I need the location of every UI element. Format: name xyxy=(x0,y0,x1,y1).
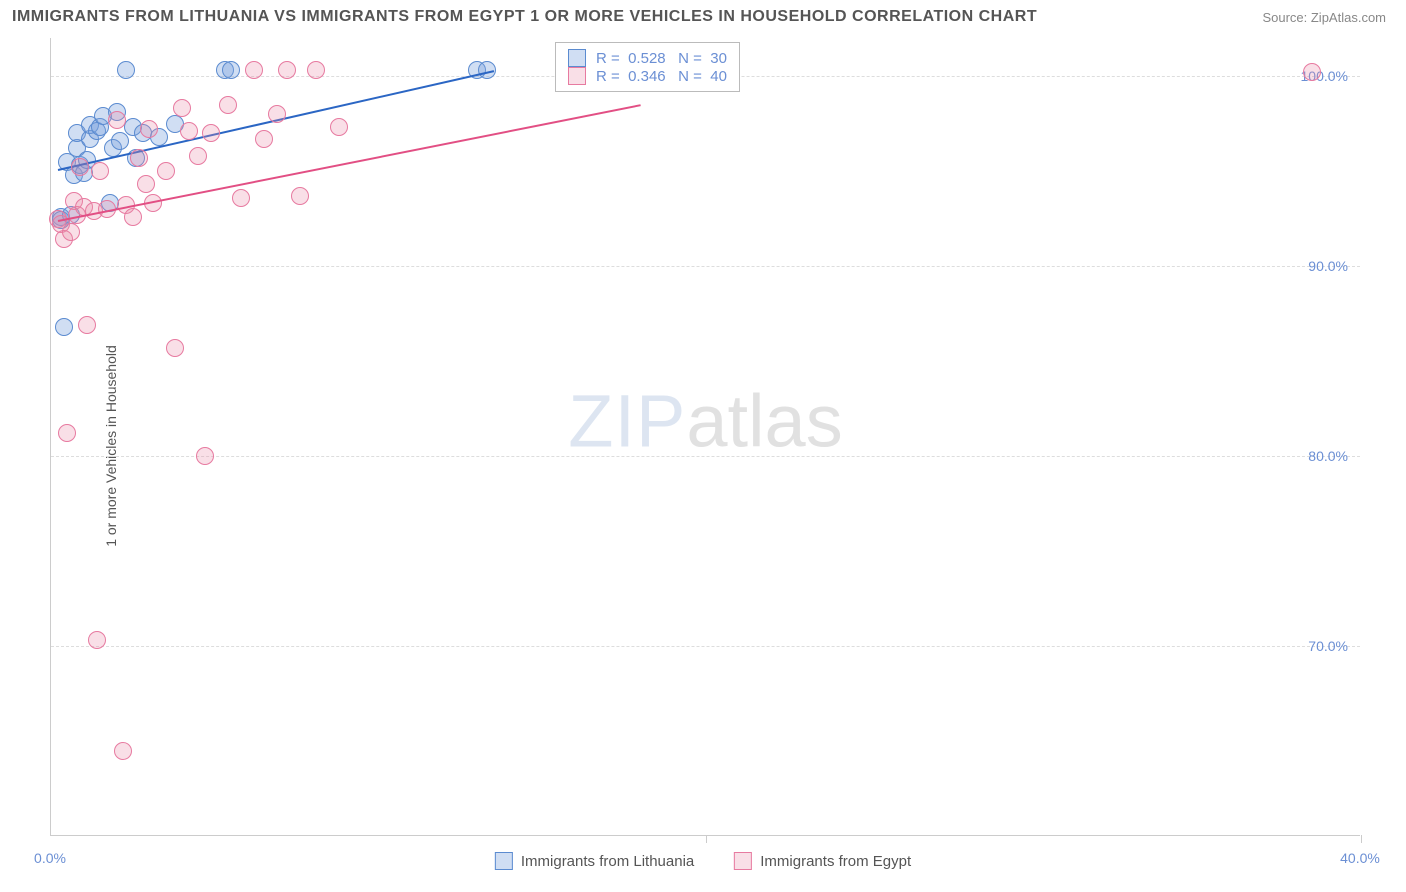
data-point xyxy=(196,447,214,465)
plot-area: ZIPatlas 70.0%80.0%90.0%100.0% xyxy=(50,38,1360,836)
data-point xyxy=(255,130,273,148)
watermark-zip: ZIP xyxy=(568,379,686,462)
stats-text: R = 0.346 N = 40 xyxy=(596,68,727,85)
watermark-atlas: atlas xyxy=(686,379,842,462)
data-point xyxy=(91,162,109,180)
x-tick xyxy=(1361,835,1362,843)
data-point xyxy=(111,132,129,150)
bottom-legend: Immigrants from Lithuania Immigrants from… xyxy=(495,852,911,870)
data-point xyxy=(219,96,237,114)
data-point xyxy=(268,105,286,123)
data-point xyxy=(278,61,296,79)
data-point xyxy=(189,147,207,165)
data-point xyxy=(245,61,263,79)
stats-legend-row: R = 0.346 N = 40 xyxy=(568,67,727,85)
stats-legend-row: R = 0.528 N = 30 xyxy=(568,49,727,67)
data-point xyxy=(173,99,191,117)
data-point xyxy=(130,149,148,167)
bottom-legend-item: Immigrants from Egypt xyxy=(734,852,911,870)
data-point xyxy=(88,631,106,649)
data-point xyxy=(222,61,240,79)
gridline-h xyxy=(51,266,1360,267)
legend-swatch xyxy=(568,67,586,85)
legend-label: Immigrants from Lithuania xyxy=(521,853,694,870)
data-point xyxy=(71,158,89,176)
data-point xyxy=(62,223,80,241)
data-point xyxy=(117,61,135,79)
data-point xyxy=(291,187,309,205)
data-point xyxy=(108,111,126,129)
x-tick xyxy=(706,835,707,843)
data-point xyxy=(1303,63,1321,81)
y-tick-label: 80.0% xyxy=(1308,448,1348,464)
gridline-h xyxy=(51,646,1360,647)
stats-legend: R = 0.528 N = 30R = 0.346 N = 40 xyxy=(555,42,740,92)
data-point xyxy=(307,61,325,79)
y-tick-label: 90.0% xyxy=(1308,258,1348,274)
stats-text: R = 0.528 N = 30 xyxy=(596,50,727,67)
legend-label: Immigrants from Egypt xyxy=(760,853,911,870)
data-point xyxy=(157,162,175,180)
x-tick-label: 0.0% xyxy=(34,850,66,866)
data-point xyxy=(55,318,73,336)
source-label: Source: ZipAtlas.com xyxy=(1262,10,1386,25)
data-point xyxy=(202,124,220,142)
data-point xyxy=(140,120,158,138)
data-point xyxy=(232,189,250,207)
data-point xyxy=(330,118,348,136)
data-point xyxy=(58,424,76,442)
chart-title: IMMIGRANTS FROM LITHUANIA VS IMMIGRANTS … xyxy=(12,8,1037,26)
data-point xyxy=(137,175,155,193)
data-point xyxy=(114,742,132,760)
data-point xyxy=(78,316,96,334)
data-point xyxy=(180,122,198,140)
bottom-legend-item: Immigrants from Lithuania xyxy=(495,852,694,870)
watermark: ZIPatlas xyxy=(568,378,842,463)
legend-swatch xyxy=(734,852,752,870)
y-tick-label: 70.0% xyxy=(1308,638,1348,654)
x-tick-label: 40.0% xyxy=(1340,850,1380,866)
legend-swatch xyxy=(495,852,513,870)
gridline-h xyxy=(51,456,1360,457)
data-point xyxy=(124,208,142,226)
legend-swatch xyxy=(568,49,586,67)
data-point xyxy=(166,339,184,357)
